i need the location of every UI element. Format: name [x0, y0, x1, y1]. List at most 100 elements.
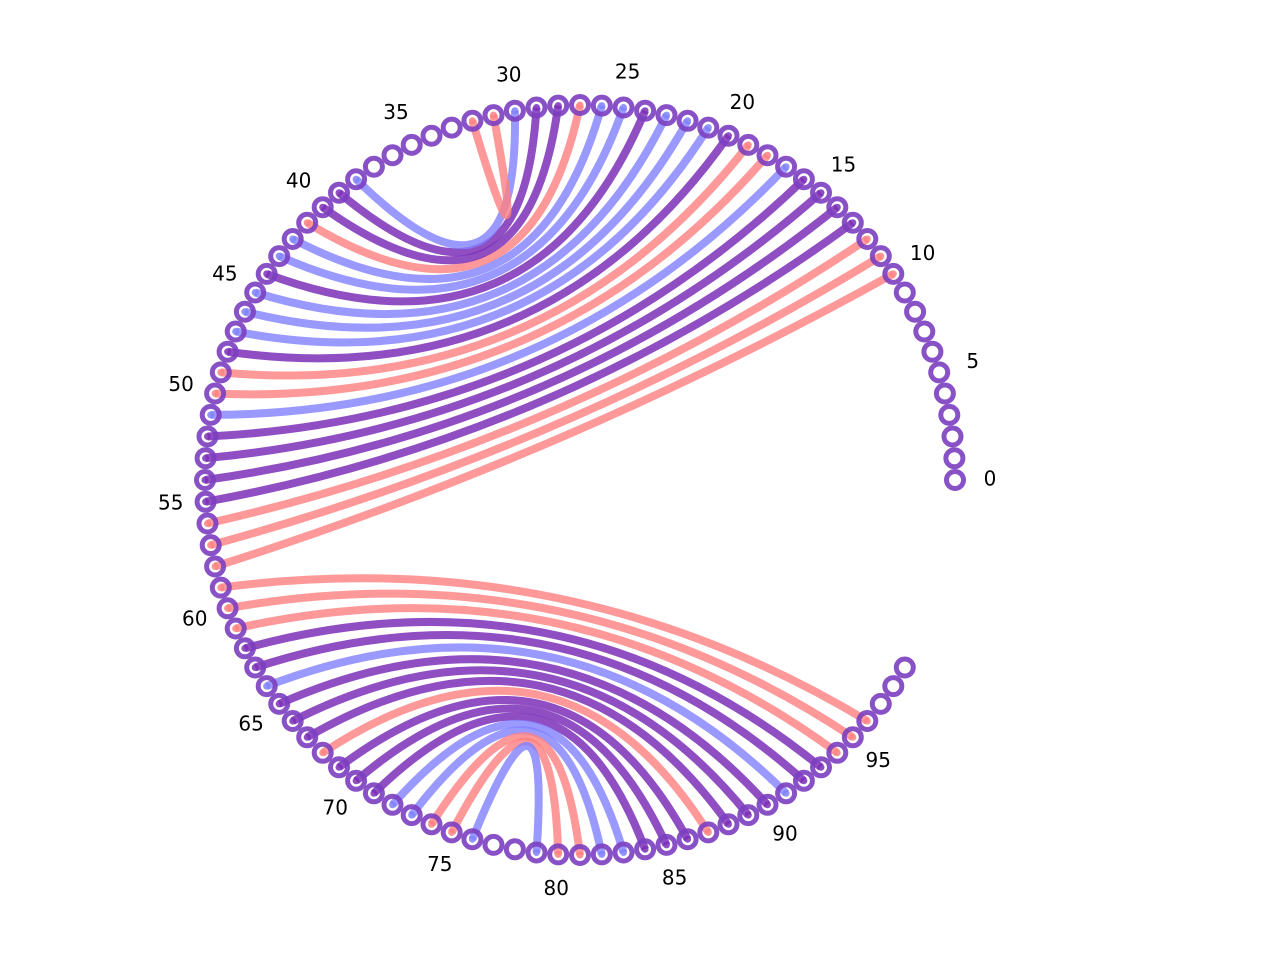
node-ring-15	[810, 181, 832, 204]
link-19-49	[220, 142, 752, 380]
node-14	[826, 196, 849, 219]
node-center-62	[241, 644, 249, 652]
node-ring-2	[941, 425, 964, 448]
node-58	[204, 555, 227, 578]
node-ring-67	[296, 726, 319, 749]
node-ring-55	[194, 490, 217, 513]
node-62	[233, 637, 256, 660]
node-47	[224, 320, 247, 343]
node-ring-57	[199, 534, 222, 557]
node-center-93	[817, 763, 825, 771]
tick-label-30: 30	[496, 63, 521, 87]
node-ring-0	[944, 469, 966, 491]
node-ring-18	[756, 144, 779, 167]
node-center-85	[663, 841, 670, 849]
node-49	[209, 361, 232, 384]
node-ring-33	[440, 116, 463, 139]
node-70	[345, 769, 368, 792]
node-ring-59	[209, 576, 232, 599]
node-ring-25	[612, 96, 635, 119]
node-center-24	[641, 107, 649, 115]
link-21-47	[234, 125, 712, 347]
node-ring-68	[311, 741, 334, 764]
node-center-19	[744, 141, 752, 149]
node-36	[381, 144, 404, 167]
node-center-66	[289, 717, 297, 725]
link-24-44	[265, 109, 649, 306]
node-61	[224, 617, 247, 640]
node-48	[216, 340, 239, 363]
node-center-61	[232, 625, 240, 632]
node-ring-32	[461, 109, 484, 132]
node-center-53	[202, 454, 210, 462]
node-ring-85	[655, 833, 678, 856]
node-center-75	[448, 828, 456, 836]
node-12	[856, 228, 879, 250]
node-ring-49	[209, 361, 232, 384]
node-44	[255, 262, 278, 285]
node-99	[893, 656, 916, 679]
tick-label-85: 85	[662, 865, 687, 889]
node-center-0	[951, 476, 959, 484]
node-center-25	[620, 104, 627, 111]
node-ring-51	[199, 403, 222, 426]
node-69	[328, 756, 350, 779]
node-center-91	[782, 789, 790, 797]
node-43	[268, 245, 291, 268]
node-93	[810, 756, 832, 779]
node-center-29	[533, 104, 540, 111]
node-ring-39	[328, 181, 350, 204]
link-30-38	[353, 110, 519, 250]
node-94	[826, 741, 849, 764]
node-ring-90	[756, 793, 779, 816]
node-center-90	[764, 801, 771, 809]
node-ring-38	[345, 168, 368, 191]
node-ring-43	[268, 245, 291, 268]
node-15	[810, 181, 832, 204]
node-66	[281, 710, 304, 732]
node-center-52	[204, 433, 211, 440]
node-ring-84	[634, 838, 657, 861]
node-center-31	[490, 111, 497, 119]
node-center-81	[576, 851, 584, 859]
link-68-87	[320, 686, 712, 835]
tick-label-75: 75	[427, 852, 452, 876]
node-ring-14	[826, 196, 849, 219]
node-35	[400, 133, 423, 156]
node-ring-20	[717, 124, 740, 147]
node-ring-36	[381, 144, 404, 167]
node-ring-31	[482, 104, 505, 127]
node-center-89	[744, 811, 752, 819]
node-19	[737, 133, 760, 156]
node-center-59	[217, 584, 225, 592]
node-7	[913, 320, 936, 343]
tick-label-45: 45	[212, 262, 237, 286]
node-46	[233, 300, 256, 323]
node-center-60	[224, 604, 232, 612]
node-center-4	[941, 390, 949, 397]
node-ring-83	[612, 841, 635, 864]
node-3	[938, 403, 961, 426]
node-ring-65	[268, 692, 291, 715]
node-center-99	[901, 664, 909, 671]
link-18-50	[214, 152, 771, 399]
node-center-15	[817, 189, 825, 197]
node-ring-12	[856, 228, 879, 250]
node-ring-9	[893, 281, 916, 304]
node-ring-41	[296, 211, 319, 234]
node-38	[345, 168, 368, 191]
node-2	[941, 425, 964, 448]
node-96	[856, 710, 879, 732]
node-ring-75	[440, 821, 463, 844]
link-70-85	[353, 704, 671, 847]
node-ring-21	[697, 116, 720, 139]
node-ring-63	[244, 656, 267, 679]
node-center-26	[598, 102, 606, 110]
node-center-51	[207, 411, 215, 419]
node-79	[525, 841, 548, 864]
node-ring-97	[869, 692, 892, 715]
node-ring-76	[461, 828, 484, 851]
node-ring-88	[717, 813, 740, 836]
node-center-55	[202, 498, 210, 506]
